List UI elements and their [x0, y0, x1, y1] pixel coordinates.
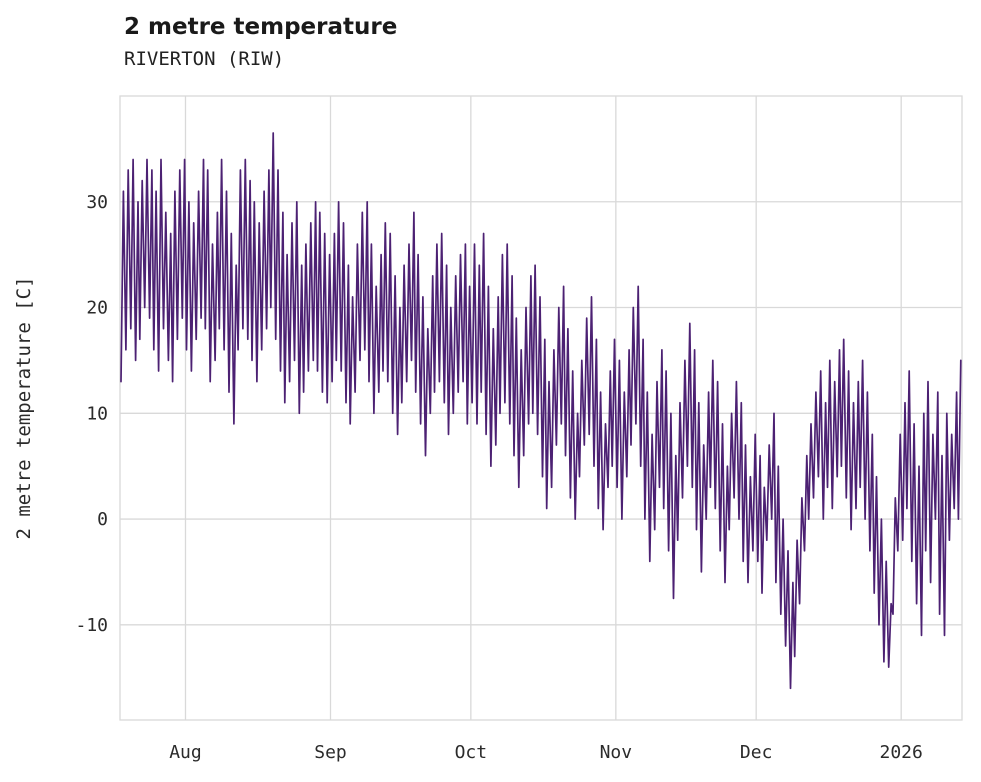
y-axis-label: 2 metre temperature [C]	[13, 276, 35, 539]
x-tick-label: 2026	[880, 742, 923, 763]
plot-border	[119, 95, 963, 721]
x-tick-label: Nov	[600, 742, 633, 763]
y-tick-label: -10	[75, 615, 108, 636]
chart-area: -10 0 10 20 30 Aug Sep Oct Nov Dec 2026 2 metre tem…	[0, 90, 981, 782]
y-tick-label: 0	[97, 509, 108, 530]
chart-header: 2 metre temperature RIVERTON (RIW)	[124, 14, 397, 70]
x-tick-label: Aug	[169, 742, 202, 763]
chart-subtitle: RIVERTON (RIW)	[124, 47, 285, 70]
y-tick-label: 20	[86, 298, 108, 319]
chart-title: 2 metre temperature	[124, 14, 398, 40]
temperature-series-line	[120, 132, 962, 690]
y-tick-label: 10	[86, 403, 108, 424]
x-tick-label: Dec	[740, 742, 773, 763]
x-tick-label: Sep	[314, 742, 347, 763]
y-tick-label: 30	[86, 192, 108, 213]
temperature-line-chart: -10 0 10 20 30 Aug Sep Oct Nov Dec 2026 2 metre tem…	[13, 95, 963, 763]
x-tick-label: Oct	[455, 742, 488, 763]
